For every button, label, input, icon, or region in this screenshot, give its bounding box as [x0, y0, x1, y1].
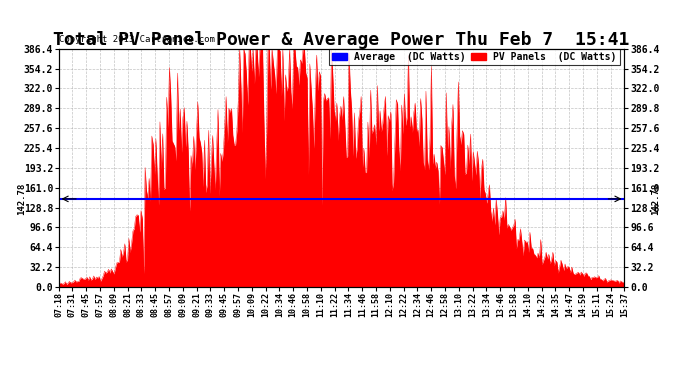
Text: Copyright 2013 Cartronics.com: Copyright 2013 Cartronics.com: [59, 35, 215, 44]
Text: 142.78: 142.78: [17, 183, 26, 215]
Text: 142.78: 142.78: [651, 183, 660, 215]
Title: Total PV Panel Power & Average Power Thu Feb 7  15:41: Total PV Panel Power & Average Power Thu…: [53, 31, 630, 49]
Legend: Average  (DC Watts), PV Panels  (DC Watts): Average (DC Watts), PV Panels (DC Watts): [329, 49, 620, 64]
